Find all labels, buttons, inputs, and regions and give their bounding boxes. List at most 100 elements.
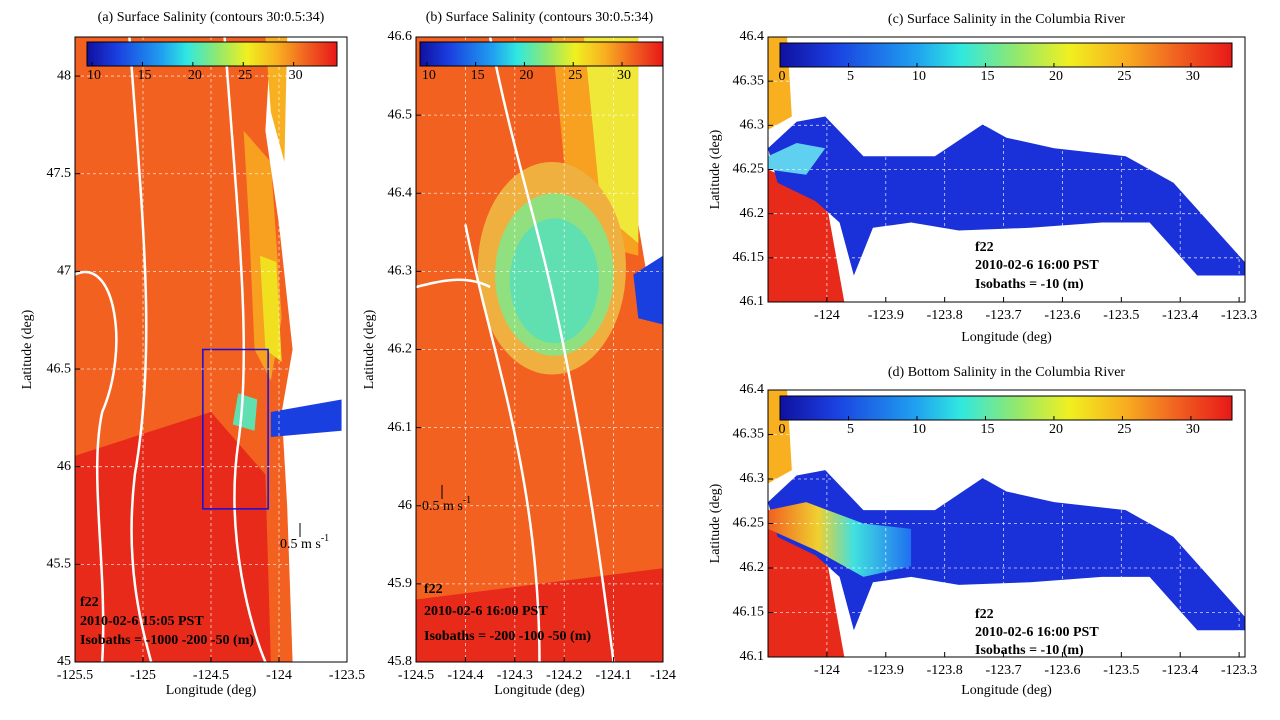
panel-title: (c) Surface Salinity in the Columbia Riv… [888, 12, 1126, 27]
x-tick-label: -123.7 [985, 308, 1021, 323]
x-tick-label: -124 [814, 308, 840, 323]
y-tick-label: 47.5 [47, 166, 72, 181]
y-tick-label: 46.5 [388, 107, 413, 122]
x-tick-label: -124.2 [546, 668, 582, 683]
plot-frame [767, 389, 1246, 658]
x-tick-label: -124.4 [447, 668, 483, 683]
y-tick-label: 46.25 [733, 516, 765, 531]
colorbar [779, 42, 1233, 68]
scale-label-text: 0.5 m s [422, 499, 463, 514]
colorbar-tick-label: 15 [980, 69, 994, 84]
map-panel [768, 390, 1245, 657]
y-tick-label: 46.4 [740, 382, 765, 397]
y-tick-label: 46.6 [388, 29, 413, 44]
colorbar-tick-label: 10 [912, 422, 926, 437]
annotation: Isobaths = -10 (m) [975, 277, 1084, 292]
y-tick-label: 46.2 [740, 206, 765, 221]
scale-label-exponent: -1 [321, 533, 329, 544]
scale-label: 0.5 m s-1 [422, 495, 471, 514]
x-tick-label: -124.5 [398, 668, 434, 683]
x-tick-label: -123.4 [1162, 308, 1198, 323]
salinity-region [265, 37, 288, 162]
plot-frame [74, 36, 348, 663]
x-tick-label: -123.8 [927, 663, 963, 678]
colorbar-tick-label: 20 [519, 68, 533, 83]
y-tick-label: 48 [57, 68, 71, 83]
salinity-region [768, 502, 912, 577]
annotation: f22 [80, 595, 99, 610]
colorbar-tick-label: 5 [847, 422, 854, 437]
y-tick-label: 46.25 [733, 162, 765, 177]
x-tick-label: -123.3 [1221, 663, 1257, 678]
y-tick-label: 46.5 [47, 361, 72, 376]
x-tick-label: -124.5 [193, 668, 229, 683]
colorbar-tick-label: 5 [847, 69, 854, 84]
y-tick-label: 47 [57, 264, 71, 279]
isobath [128, 36, 153, 663]
y-tick-label: 46.15 [733, 250, 765, 265]
x-axis-label: Longitude (deg) [961, 683, 1052, 698]
salinity-region [633, 255, 663, 325]
x-tick-label: -124 [650, 668, 676, 683]
x-tick-label: -124.1 [596, 668, 632, 683]
panel-title: (d) Bottom Salinity in the Columbia Rive… [888, 365, 1126, 380]
y-tick-label: 46.35 [733, 73, 765, 88]
annotation: Isobaths = -200 -100 -50 (m) [424, 629, 591, 644]
y-tick-label: 46.2 [388, 342, 413, 357]
colorbar [86, 41, 338, 67]
salinity-region [768, 116, 1245, 276]
colorbar-tick-label: 30 [617, 68, 631, 83]
y-tick-label: 46.4 [388, 185, 413, 200]
annotation: Isobaths = -10 (m) [975, 643, 1084, 658]
y-tick-label: 46.3 [388, 264, 413, 279]
x-tick-label: -123.9 [868, 663, 904, 678]
y-tick-label: 46.15 [733, 605, 765, 620]
panel-title: (b) Surface Salinity (contours 30:0.5:34… [426, 10, 654, 25]
colorbar-tick-label: 10 [87, 68, 101, 83]
colorbar-tick-label: 15 [137, 68, 151, 83]
colorbar-tick-label: 30 [1186, 69, 1200, 84]
y-tick-label: 46 [57, 459, 71, 474]
x-tick-label: -123.5 [1103, 663, 1139, 678]
isobath [74, 270, 118, 663]
x-tick-label: -124.3 [497, 668, 533, 683]
scale-label-exponent: -1 [463, 495, 471, 506]
y-tick-label: 45 [57, 654, 71, 669]
colorbar-tick-label: 20 [1049, 422, 1063, 437]
y-axis-label: Latitude (deg) [20, 309, 35, 389]
isobath [464, 224, 541, 663]
y-tick-label: 45.9 [388, 576, 413, 591]
x-tick-label: -124 [814, 663, 840, 678]
scale-label: 0.5 m s-1 [280, 533, 329, 552]
x-tick-label: -125.5 [57, 668, 93, 683]
colorbar-tick-label: 25 [238, 68, 252, 83]
salinity-region [265, 37, 347, 662]
salinity-region [638, 37, 663, 269]
x-axis-label: Longitude (deg) [166, 683, 257, 698]
y-tick-label: 45.5 [47, 557, 72, 572]
annotation: 2010-02-6 16:00 PST [975, 258, 1099, 273]
colorbar-tick-label: 10 [912, 69, 926, 84]
y-tick-label: 46.1 [740, 649, 765, 664]
x-tick-label: -123.7 [985, 663, 1021, 678]
salinity-region [768, 143, 826, 175]
x-tick-label: -125 [130, 668, 156, 683]
colorbar-tick-label: 25 [1117, 422, 1131, 437]
salinity-region [270, 399, 342, 437]
plot-frame [767, 36, 1246, 303]
y-tick-label: 46 [398, 498, 412, 513]
panel-title: (a) Surface Salinity (contours 30:0.5:34… [98, 10, 325, 25]
salinity-region [75, 412, 271, 662]
salinity-region [583, 37, 639, 244]
annotation: f22 [975, 240, 994, 255]
isobath [415, 278, 491, 289]
colorbar-tick-label: 0 [779, 69, 786, 84]
colorbar-tick-label: 20 [188, 68, 202, 83]
colorbar-tick-label: 15 [471, 68, 485, 83]
scale-label-text: 0.5 m s [280, 537, 321, 552]
y-tick-label: 46.4 [740, 29, 765, 44]
annotation: 2010-02-6 16:00 PST [975, 625, 1099, 640]
salinity-region [259, 255, 282, 362]
colorbar-tick-label: 10 [422, 68, 436, 83]
salinity-region [232, 393, 258, 431]
